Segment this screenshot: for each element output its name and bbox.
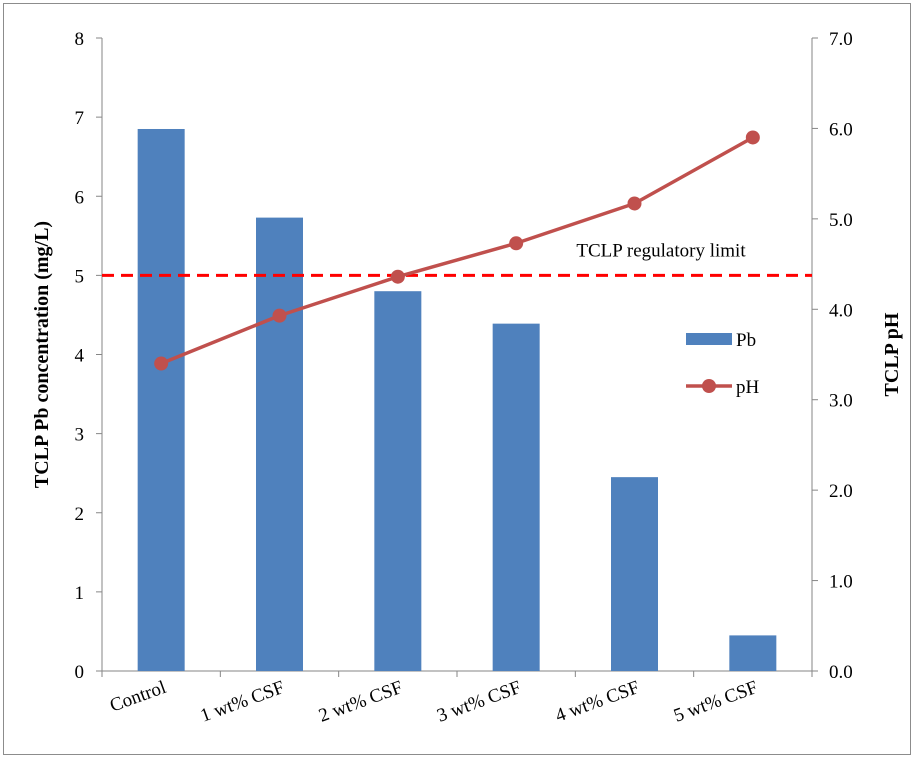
left-axis-title: TCLP Pb concentration (mg/L) (31, 221, 53, 488)
legend-ph-marker (702, 379, 716, 393)
left-tick-label: 1 (75, 583, 85, 604)
left-tick-label: 0 (75, 662, 85, 683)
left-tick-label: 4 (75, 346, 85, 367)
right-tick-label: 7.0 (829, 29, 853, 50)
x-tick-label: 1 wt% CSF (198, 677, 288, 727)
left-tick-label: 3 (75, 425, 85, 446)
left-tick-label: 6 (75, 187, 85, 208)
right-tick-label: 6.0 (829, 119, 853, 140)
right-y-axis: 0.0 1.0 2.0 3.0 4.0 5.0 6.0 7.0 (811, 29, 853, 683)
x-tick-label: 5 wt% CSF (671, 677, 761, 727)
pb-bar (729, 635, 777, 671)
ph-point (627, 196, 642, 211)
x-tick-label: 3 wt% CSF (434, 677, 524, 727)
left-y-axis: 0 1 2 3 4 5 6 7 8 (75, 29, 103, 683)
legend-pb-swatch (686, 333, 732, 345)
right-tick-label: 0.0 (829, 662, 853, 683)
legend-ph-label: pH (736, 377, 760, 398)
left-tick-label: 7 (75, 108, 85, 129)
legend-pb-label: Pb (736, 330, 756, 351)
right-axis-title: TCLP pH (881, 312, 903, 396)
ph-point (745, 130, 760, 145)
x-tick-label: Control (107, 677, 169, 717)
x-tick-label: 4 wt% CSF (553, 677, 643, 727)
left-tick-label: 8 (75, 29, 85, 50)
pb-bar (137, 128, 185, 671)
regulatory-limit-label: TCLP regulatory limit (576, 240, 746, 261)
right-tick-label: 2.0 (829, 481, 853, 502)
ph-point (154, 356, 169, 371)
left-tick-label: 2 (75, 504, 85, 525)
ph-point (390, 269, 405, 284)
pb-bar (492, 323, 540, 671)
right-tick-label: 5.0 (829, 210, 853, 231)
x-tick-label: 2 wt% CSF (316, 677, 406, 727)
right-tick-label: 4.0 (829, 300, 853, 321)
pb-bar (374, 291, 422, 671)
right-tick-label: 1.0 (829, 572, 853, 593)
ph-point (509, 236, 524, 251)
legend: Pb pH (686, 330, 760, 398)
ph-point (272, 308, 287, 323)
ph-line (160, 135, 754, 366)
pb-bar (256, 217, 303, 671)
left-tick-label: 5 (75, 266, 85, 287)
right-tick-label: 3.0 (829, 391, 853, 412)
pb-bar-series (137, 128, 777, 671)
x-axis: Control 1 wt% CSF 2 wt% CSF 3 wt% CSF 4 wt% … (101, 670, 813, 727)
pb-bar (611, 477, 658, 671)
ph-line-series (154, 130, 760, 371)
